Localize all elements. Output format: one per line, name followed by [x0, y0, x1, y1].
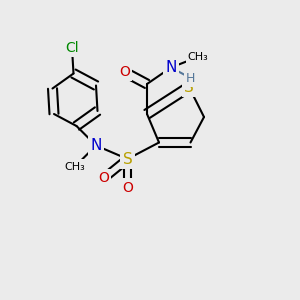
Text: O: O — [119, 65, 130, 79]
Text: N: N — [165, 60, 177, 75]
Text: Cl: Cl — [65, 41, 79, 55]
Text: H: H — [186, 71, 195, 85]
Text: O: O — [122, 181, 133, 194]
Text: O: O — [98, 172, 109, 185]
Text: S: S — [184, 80, 194, 94]
Text: CH₃: CH₃ — [188, 52, 208, 62]
Text: N: N — [90, 138, 102, 153]
Text: CH₃: CH₃ — [64, 161, 86, 172]
Text: S: S — [123, 152, 132, 166]
